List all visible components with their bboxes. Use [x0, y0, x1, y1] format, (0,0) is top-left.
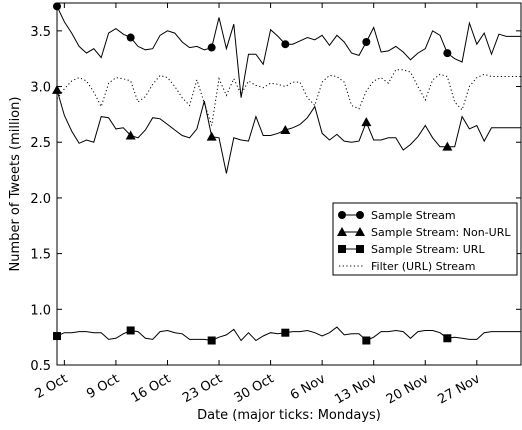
legend-label: Sample Stream: Non-URL: [371, 226, 511, 239]
legend-label: Sample Stream: URL: [371, 243, 485, 256]
legend-label: Sample Stream: [371, 209, 456, 222]
series-line-sample-stream: [56, 6, 521, 98]
data-point-sample-stream-url: [207, 336, 216, 345]
data-point-sample-stream-non-url: [125, 130, 136, 140]
x-tick-label: 9 Oct: [84, 371, 122, 401]
data-point-sample-stream-non-url: [206, 131, 217, 141]
data-point-sample-stream-url: [126, 326, 135, 335]
y-tick-label: 1.5: [30, 248, 51, 263]
legend-marker-sample-stream: [338, 211, 346, 219]
y-tick-label: 0.5: [30, 359, 51, 374]
x-tick-label: 2 Oct: [33, 371, 71, 401]
data-point-sample-stream-url: [281, 328, 290, 337]
data-point-sample-stream: [443, 49, 452, 58]
x-axis-label: Date (major ticks: Mondays): [197, 408, 381, 423]
series-lines: [56, 6, 521, 342]
legend-marker-sample-stream-non-url: [337, 227, 347, 236]
data-point-sample-stream-non-url: [280, 124, 291, 134]
plot-area-frame: [56, 2, 522, 366]
data-point-sample-stream-non-url: [361, 117, 372, 127]
y-axis-label: Number of Tweets (million): [8, 97, 23, 272]
data-point-sample-stream: [362, 37, 371, 46]
legend-marker-sample-stream-url: [356, 245, 364, 253]
x-tick-label: 20 Nov: [384, 371, 432, 407]
data-point-sample-stream-url: [443, 334, 452, 343]
y-tick-label: 2.5: [30, 136, 51, 151]
x-tick-label: 16 Oct: [129, 371, 174, 406]
series-markers: [52, 2, 453, 345]
y-tick-label: 2.0: [30, 192, 51, 207]
y-tick-label: 3.5: [30, 25, 51, 40]
data-point-sample-stream: [281, 40, 290, 49]
y-tick-label: 3.0: [30, 81, 51, 96]
x-tick-label: 6 Nov: [288, 371, 328, 403]
data-point-sample-stream: [126, 33, 135, 42]
series-line-sample-stream-non-url: [56, 89, 521, 174]
y-tick-label: 1.0: [30, 303, 51, 318]
legend-marker-sample-stream-url: [338, 245, 346, 253]
x-tick-label: 30 Oct: [232, 371, 277, 406]
x-tick-label: 13 Nov: [332, 371, 380, 407]
legend-marker-sample-stream-non-url: [355, 227, 365, 236]
data-point-sample-stream-non-url: [442, 141, 453, 151]
series-line-filter-url-stream: [56, 69, 521, 126]
legend: Sample Stream Sample Stream: Non-URL Sampl…: [332, 202, 518, 276]
x-tick-label: 27 Nov: [435, 371, 483, 407]
data-point-sample-stream: [207, 43, 216, 52]
x-tick-label: 23 Oct: [180, 371, 225, 406]
legend-marker-sample-stream: [356, 211, 364, 219]
legend-label: Filter (URL) Stream: [371, 260, 475, 273]
data-point-sample-stream-url: [362, 336, 371, 345]
